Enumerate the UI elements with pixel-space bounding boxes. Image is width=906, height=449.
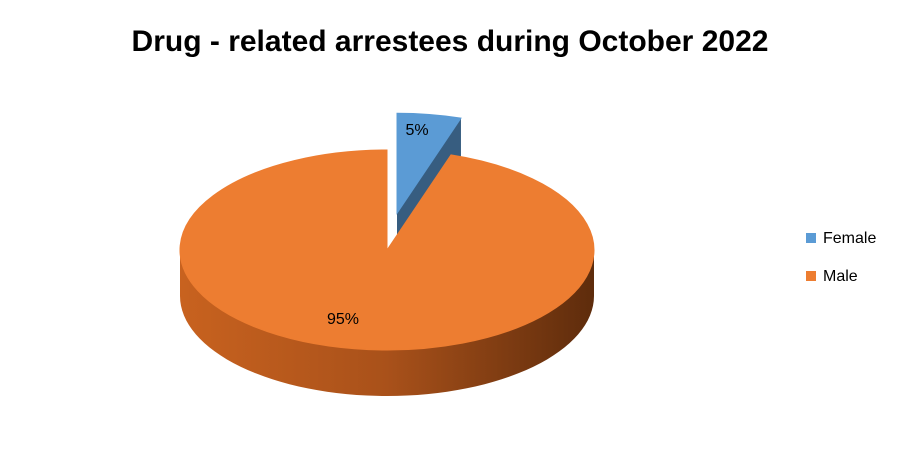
- chart-title: Drug - related arrestees during October …: [132, 25, 769, 58]
- pie-slice: [396, 112, 462, 215]
- legend-swatch: [806, 233, 816, 243]
- data-label: 5%: [405, 122, 428, 139]
- pie-side: [180, 250, 594, 396]
- legend-swatch: [806, 271, 816, 281]
- legend-label: Male: [823, 268, 858, 285]
- pie-slice: [179, 149, 595, 351]
- data-label: 95%: [327, 311, 359, 328]
- legend-label: Female: [823, 230, 876, 247]
